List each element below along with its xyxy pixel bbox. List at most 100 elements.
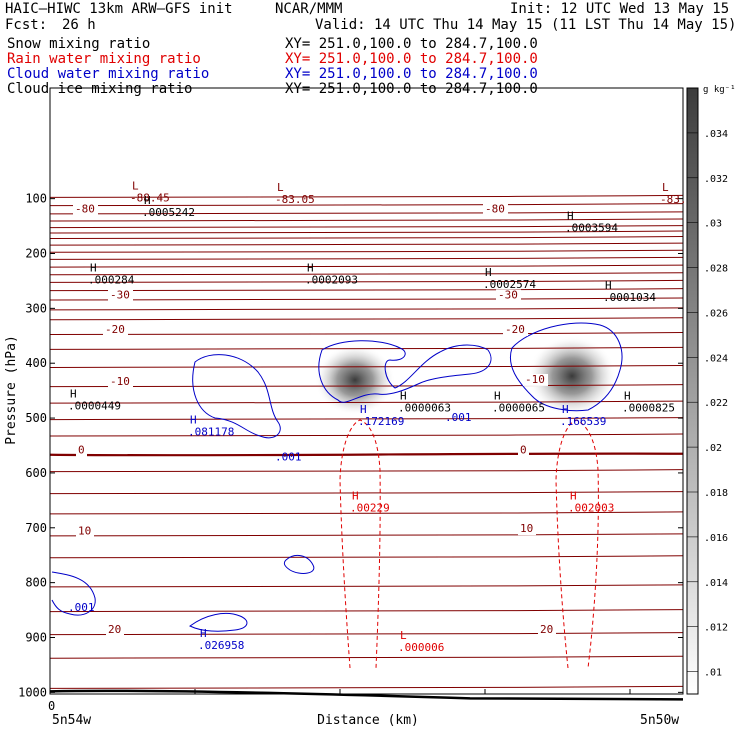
isotherm-label: -30	[498, 288, 518, 301]
isotherm-label: -80	[485, 202, 505, 215]
rain-extremum-value: .00229	[350, 501, 390, 514]
isotherm-label-bg	[538, 624, 556, 637]
isotherm-line	[49, 685, 684, 689]
field-name-rain: Rain water mixing ratio	[7, 51, 201, 67]
isotherm-line	[49, 279, 684, 283]
x-zero-label: 0	[48, 699, 55, 713]
cloud-water-extremum-kind: H	[562, 403, 569, 416]
isotherm-label-bg	[518, 444, 529, 457]
cloud-water-contour	[192, 354, 281, 439]
isotherm-line	[49, 609, 684, 613]
cloud-water-extremum-kind: H	[200, 627, 207, 640]
isotherm-label-bg	[73, 203, 98, 216]
cloud-water-extremum-kind: H	[190, 414, 197, 427]
isotherm-line	[49, 632, 684, 636]
ice-extremum-value: .0000065	[492, 401, 545, 414]
ice-extremum-value: .0001034	[603, 291, 656, 304]
rain-extremum-kind: L	[400, 629, 407, 642]
valid-time: Valid: 14 UTC Thu 14 May 15 (11 LST Thu …	[315, 17, 737, 33]
colorbar-fill	[686, 87, 699, 695]
init-time: Init: 12 UTC Wed 13 May 15	[510, 1, 730, 17]
isotherm-label-bg	[103, 324, 128, 337]
field-xy-rain: XY= 251.0,100.0 to 284.7,100.0	[285, 51, 538, 67]
isotherm-line	[49, 533, 684, 537]
ice-extremum-value: .0003594	[565, 222, 618, 235]
snow-extremum-kind: L	[132, 179, 139, 192]
isotherm-line	[49, 307, 684, 311]
ice-extremum-kind: H	[567, 210, 574, 223]
ice-extremum-value: .0005242	[142, 206, 195, 219]
isotherm-label-bg	[108, 289, 133, 302]
rain-water-contour	[339, 419, 381, 669]
snow-extremum-value: -88.45	[130, 191, 170, 204]
y-tick-label: 700	[25, 521, 47, 535]
isotherm-line	[49, 249, 684, 253]
cloud-water-contour	[318, 340, 492, 403]
cloud-water-extremum-value: .172169	[358, 415, 404, 428]
cloud-water-extremum-value: .026958	[198, 639, 244, 652]
isotherm-label: -80	[75, 202, 95, 215]
cloud-water-contour	[510, 322, 623, 412]
colorbar-tick-label: .026	[704, 308, 728, 319]
isotherm-label: 20	[540, 623, 553, 636]
isotherm-label: 0	[520, 444, 527, 457]
cloud-ice-shading	[315, 336, 616, 416]
isotherm-line	[49, 264, 684, 268]
isotherm-label: -20	[105, 323, 125, 336]
ice-extremum-value: .0002574	[483, 278, 536, 291]
y-tick-label: 900	[25, 631, 47, 645]
rain-water-contours	[339, 419, 599, 669]
ice-extremum-kind: H	[90, 262, 97, 275]
isotherm-label: 10	[78, 524, 91, 537]
ice-extremum-kind: H	[307, 262, 314, 275]
ice-extremum-kind: H	[605, 279, 612, 292]
y-tick-label: 500	[25, 411, 47, 425]
isotherm-label: -20	[505, 323, 525, 336]
cloud-water-contour-label: .001	[445, 411, 472, 424]
colorbar-unit: g kg⁻¹	[703, 85, 736, 95]
y-tick-label: 1000	[18, 685, 47, 699]
colorbar-tick-label: .01	[704, 668, 722, 679]
isotherm-line	[49, 655, 684, 659]
isotherm-label: -10	[110, 375, 130, 388]
plot-frame	[49, 87, 684, 701]
isotherm-line	[49, 433, 684, 437]
ice-core-right	[528, 336, 616, 416]
isotherm-label: 10	[520, 522, 533, 535]
ice-extremum-value: .0000063	[398, 401, 451, 414]
field-xy-cloud-water: XY= 251.0,100.0 to 284.7,100.0	[285, 66, 538, 82]
forecast-label: Fcst:	[5, 17, 48, 33]
x-end-label: 5n50w	[640, 713, 679, 728]
x-axis-title: Distance (km)	[317, 713, 419, 728]
isotherm-label-bg	[108, 376, 133, 389]
isotherm-line	[49, 256, 684, 260]
snow-extremum-value: -83.05	[275, 193, 315, 206]
isotherm-line	[49, 288, 684, 292]
freezing-level-line	[49, 452, 684, 457]
cloud-water-contours	[51, 322, 623, 632]
isotherm-label-bg	[496, 289, 521, 302]
cloud-water-contour	[283, 554, 315, 574]
x-start-label: 5n54w	[52, 713, 91, 728]
y-tick-label: 400	[25, 356, 47, 370]
rain-extremum-value: .000006	[398, 641, 444, 654]
ice-extremum-kind: H	[144, 194, 151, 207]
rain-water-contour	[555, 419, 599, 669]
isotherm-label-bg	[76, 525, 94, 538]
cloud-water-contour-label: .001	[275, 450, 302, 463]
temperature-isotherms	[49, 194, 684, 689]
y-tick-label: 800	[25, 576, 47, 590]
cloud-water-extremum-kind: H	[360, 403, 367, 416]
y-tick-label: 600	[25, 466, 47, 480]
cloud-water-contour-label: .001	[68, 601, 95, 614]
y-tick-label: 300	[25, 301, 47, 315]
isotherm-line	[49, 272, 684, 276]
model-title: HAIC–HIWC 13km ARW–GFS init	[5, 1, 233, 17]
rain-extremum-value: .002003	[568, 501, 614, 514]
colorbar-tick-label: .018	[704, 488, 728, 499]
isotherm-line	[49, 297, 684, 301]
cloud-water-extremum-value: .081178	[188, 426, 234, 439]
isotherm-label: -30	[110, 288, 130, 301]
isotherm-label-bg	[106, 624, 124, 637]
